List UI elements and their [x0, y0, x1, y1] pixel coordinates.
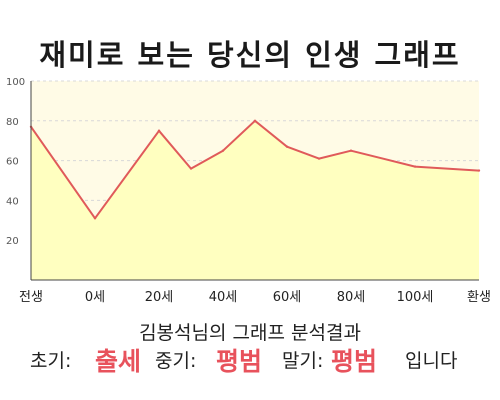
x-tick-label: 80세 [337, 290, 366, 305]
series-area [31, 120, 479, 280]
y-tick-label: 20 [6, 236, 19, 247]
mid-label: 중기: [155, 350, 197, 372]
x-tick-label: 60세 [273, 290, 302, 305]
y-tick-label: 40 [6, 196, 19, 207]
data-point [477, 169, 481, 172]
y-tick-label: 60 [6, 157, 19, 168]
data-point [93, 217, 97, 220]
data-point [157, 129, 161, 132]
page-title: 재미로 보는 당신의 인생 그래프 [39, 38, 461, 72]
early-label: 초기: [30, 350, 72, 372]
late-label: 말기: [282, 350, 324, 372]
y-tick-label: 100 [6, 77, 25, 88]
analysis-summary: 김봉석님의 그래프 분석결과 [139, 322, 361, 344]
x-tick-label: 20세 [145, 290, 174, 305]
data-point [285, 145, 289, 148]
x-tick-label: 환생 [467, 290, 491, 305]
data-point [317, 157, 321, 160]
x-tick-label: 전생 [19, 290, 43, 305]
data-point [413, 165, 417, 168]
closing-text: 입니다 [405, 350, 458, 372]
early-value: 출세 [95, 347, 142, 376]
y-tick-label: 80 [6, 117, 19, 128]
late-value: 평범 [331, 347, 378, 376]
x-tick-label: 0세 [85, 290, 105, 305]
data-point [221, 149, 225, 152]
mid-value: 평범 [216, 347, 263, 376]
data-point [349, 149, 353, 152]
data-point [253, 119, 257, 123]
x-tick-label: 40세 [209, 290, 238, 305]
x-tick-label: 100세 [397, 290, 434, 305]
data-point [189, 167, 193, 170]
